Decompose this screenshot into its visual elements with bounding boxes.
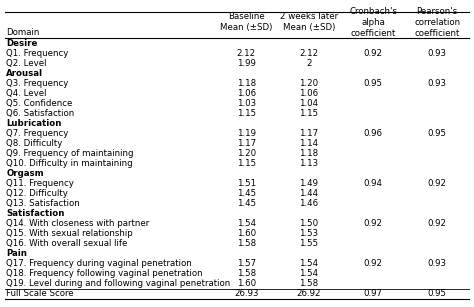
Text: Q13. Satisfaction: Q13. Satisfaction <box>6 199 80 208</box>
Text: 0.95: 0.95 <box>428 129 447 138</box>
Text: 1.99: 1.99 <box>237 59 256 68</box>
Text: 0.93: 0.93 <box>428 79 447 88</box>
Text: 1.50: 1.50 <box>300 219 319 228</box>
Text: 2.12: 2.12 <box>237 49 256 58</box>
Text: 1.60: 1.60 <box>237 279 256 288</box>
Text: 1.60: 1.60 <box>237 229 256 238</box>
Text: Q1. Frequency: Q1. Frequency <box>6 49 69 58</box>
Text: 26.92: 26.92 <box>297 290 321 298</box>
Text: Q18. Frequency following vaginal penetration: Q18. Frequency following vaginal penetra… <box>6 269 203 278</box>
Text: 0.93: 0.93 <box>428 259 447 268</box>
Text: 1.15: 1.15 <box>300 109 319 118</box>
Text: 1.04: 1.04 <box>300 99 319 108</box>
Text: 1.06: 1.06 <box>300 89 319 98</box>
Text: 0.94: 0.94 <box>364 179 383 188</box>
Text: 1.13: 1.13 <box>300 159 319 168</box>
Text: 1.58: 1.58 <box>237 269 256 278</box>
Text: 1.58: 1.58 <box>300 279 319 288</box>
Text: Lubrication: Lubrication <box>6 119 62 128</box>
Text: Q15. With sexual relationship: Q15. With sexual relationship <box>6 229 133 238</box>
Text: 1.45: 1.45 <box>237 199 256 208</box>
Text: Arousal: Arousal <box>6 69 43 78</box>
Text: Full Scale Score: Full Scale Score <box>6 290 74 298</box>
Text: 1.51: 1.51 <box>237 179 256 188</box>
Text: Orgasm: Orgasm <box>6 169 44 178</box>
Text: Desire: Desire <box>6 39 37 48</box>
Text: 1.03: 1.03 <box>237 99 256 108</box>
Text: 0.93: 0.93 <box>428 49 447 58</box>
Text: Q16. With overall sexual life: Q16. With overall sexual life <box>6 239 128 248</box>
Text: 1.19: 1.19 <box>237 129 256 138</box>
Text: 0.92: 0.92 <box>428 179 447 188</box>
Text: Q14. With closeness with partner: Q14. With closeness with partner <box>6 219 149 228</box>
Text: 0.97: 0.97 <box>364 290 383 298</box>
Text: Pain: Pain <box>6 249 27 258</box>
Text: 0.92: 0.92 <box>364 219 383 228</box>
Text: 0.95: 0.95 <box>428 290 447 298</box>
Text: 1.54: 1.54 <box>237 219 256 228</box>
Text: 1.15: 1.15 <box>237 109 256 118</box>
Text: Domain: Domain <box>6 28 39 37</box>
Text: 2 weeks later
Mean (±SD): 2 weeks later Mean (±SD) <box>280 12 338 32</box>
Text: Q6. Satisfaction: Q6. Satisfaction <box>6 109 74 118</box>
Text: 1.49: 1.49 <box>300 179 319 188</box>
Text: Q4. Level: Q4. Level <box>6 89 46 98</box>
Text: Q10. Difficulty in maintaining: Q10. Difficulty in maintaining <box>6 159 133 168</box>
Text: 1.55: 1.55 <box>300 239 319 248</box>
Text: 1.57: 1.57 <box>237 259 256 268</box>
Text: 0.96: 0.96 <box>364 129 383 138</box>
Text: 1.14: 1.14 <box>300 139 319 148</box>
Text: Satisfaction: Satisfaction <box>6 209 64 218</box>
Text: Pearson's
correlation
coefficient: Pearson's correlation coefficient <box>414 6 460 38</box>
Text: Q19. Level during and following vaginal penetration: Q19. Level during and following vaginal … <box>6 279 230 288</box>
Text: 1.58: 1.58 <box>237 239 256 248</box>
Text: Q9. Frequency of maintaining: Q9. Frequency of maintaining <box>6 149 134 158</box>
Text: Baseline
Mean (±SD): Baseline Mean (±SD) <box>220 12 273 32</box>
Text: 0.95: 0.95 <box>364 79 383 88</box>
Text: 1.20: 1.20 <box>237 149 256 158</box>
Text: 1.45: 1.45 <box>237 189 256 198</box>
Text: 1.54: 1.54 <box>300 259 319 268</box>
Text: Q8. Difficulty: Q8. Difficulty <box>6 139 63 148</box>
Text: Q2. Level: Q2. Level <box>6 59 46 68</box>
Text: 26.93: 26.93 <box>234 290 258 298</box>
Text: Q12. Difficulty: Q12. Difficulty <box>6 189 68 198</box>
Text: Q7. Frequency: Q7. Frequency <box>6 129 69 138</box>
Text: 1.54: 1.54 <box>300 269 319 278</box>
Text: Q3. Frequency: Q3. Frequency <box>6 79 69 88</box>
Text: 1.06: 1.06 <box>237 89 256 98</box>
Text: 1.17: 1.17 <box>300 129 319 138</box>
Text: 2.12: 2.12 <box>300 49 319 58</box>
Text: 1.46: 1.46 <box>300 199 319 208</box>
Text: Q17. Frequency during vaginal penetration: Q17. Frequency during vaginal penetratio… <box>6 259 192 268</box>
Text: Cronbach's
alpha
coefficient: Cronbach's alpha coefficient <box>349 6 397 38</box>
Text: 0.92: 0.92 <box>364 259 383 268</box>
Text: 1.18: 1.18 <box>300 149 319 158</box>
Text: 1.17: 1.17 <box>237 139 256 148</box>
Text: 1.15: 1.15 <box>237 159 256 168</box>
Text: 1.18: 1.18 <box>237 79 256 88</box>
Text: 1.20: 1.20 <box>300 79 319 88</box>
Text: 0.92: 0.92 <box>428 219 447 228</box>
Text: Q11. Frequency: Q11. Frequency <box>6 179 74 188</box>
Text: 1.53: 1.53 <box>300 229 319 238</box>
Text: 2: 2 <box>306 59 312 68</box>
Text: 0.92: 0.92 <box>364 49 383 58</box>
Text: 1.44: 1.44 <box>300 189 319 198</box>
Text: Q5. Confidence: Q5. Confidence <box>6 99 73 108</box>
